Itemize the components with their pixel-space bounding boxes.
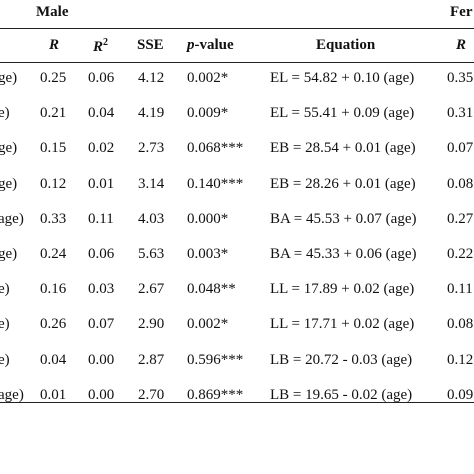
p-value-cell: 0.140***: [187, 176, 244, 192]
r-cell: 0.25: [40, 70, 67, 86]
r-squared-cell: 0.00: [88, 387, 115, 403]
sse-cell: 2.67: [138, 281, 165, 297]
row-label-cell: ge): [0, 246, 18, 262]
group-header-rule: [0, 28, 474, 29]
row-label-cell: ge): [0, 140, 18, 156]
row-label-cell: e): [0, 316, 10, 332]
row-label-cell: e): [0, 281, 10, 297]
r-right-cell: 0.22: [447, 246, 474, 262]
equation-cell: EL = 55.41 + 0.09 (age): [270, 105, 415, 121]
r-squared-cell: 0.03: [88, 281, 115, 297]
p-value-cell: 0.003*: [187, 246, 229, 262]
equation-cell: LL = 17.71 + 0.02 (age): [270, 316, 415, 332]
r-cell: 0.12: [40, 176, 67, 192]
r-squared-cell: 0.04: [88, 105, 115, 121]
r-squared-cell: 0.06: [88, 70, 115, 86]
r-right-cell: 0.35: [447, 70, 474, 86]
r-right-cell: 0.31: [447, 105, 474, 121]
header-r: R: [49, 37, 60, 53]
row-label-cell: ge): [0, 70, 18, 86]
r-right-cell: 0.12: [447, 352, 474, 368]
r-right-cell: 0.09: [447, 387, 474, 403]
row-label-cell: age): [0, 211, 24, 227]
header-r-squared-sup: 2: [103, 37, 109, 48]
equation-cell: EB = 28.54 + 0.01 (age): [270, 140, 416, 156]
r-cell: 0.26: [40, 316, 67, 332]
sse-cell: 4.12: [138, 70, 165, 86]
row-label-cell: e): [0, 105, 10, 121]
row-label-cell: age): [0, 387, 24, 403]
group-header-male: Male: [36, 4, 69, 20]
r-squared-cell: 0.06: [88, 246, 115, 262]
header-r-right: R: [456, 37, 467, 53]
sse-cell: 5.63: [138, 246, 165, 262]
group-header-female: Fer: [450, 4, 473, 20]
p-value-cell: 0.002*: [187, 70, 229, 86]
p-value-cell: 0.009*: [187, 105, 229, 121]
r-cell: 0.15: [40, 140, 67, 156]
equation-cell: BA = 45.33 + 0.06 (age): [270, 246, 417, 262]
r-cell: 0.33: [40, 211, 67, 227]
sse-cell: 2.73: [138, 140, 165, 156]
r-cell: 0.04: [40, 352, 67, 368]
r-squared-cell: 0.02: [88, 140, 115, 156]
row-label-cell: e): [0, 352, 10, 368]
p-value-cell: 0.596***: [187, 352, 244, 368]
p-value-cell: 0.000*: [187, 211, 229, 227]
r-squared-cell: 0.07: [88, 316, 115, 332]
p-value-cell: 0.068***: [187, 140, 244, 156]
r-right-cell: 0.08: [447, 316, 474, 332]
r-right-cell: 0.07: [447, 140, 474, 156]
table-bottom-rule: [0, 402, 474, 403]
r-right-cell: 0.27: [447, 211, 474, 227]
r-squared-cell: 0.01: [88, 176, 115, 192]
header-sse: SSE: [137, 37, 164, 53]
p-value-cell: 0.869***: [187, 387, 244, 403]
column-header-rule: [0, 62, 474, 63]
row-label-cell: ge): [0, 176, 18, 192]
header-p-italic: p: [187, 37, 195, 53]
header-r-squared-base: R: [93, 39, 104, 55]
header-equation: Equation: [316, 37, 376, 53]
equation-cell: EB = 28.26 + 0.01 (age): [270, 176, 416, 192]
r-squared-cell: 0.00: [88, 352, 115, 368]
r-right-cell: 0.08: [447, 176, 474, 192]
equation-cell: BA = 45.53 + 0.07 (age): [270, 211, 417, 227]
sse-cell: 2.70: [138, 387, 165, 403]
r-cell: 0.01: [40, 387, 67, 403]
r-cell: 0.16: [40, 281, 67, 297]
sse-cell: 4.19: [138, 105, 165, 121]
equation-cell: LB = 20.72 - 0.03 (age): [270, 352, 413, 368]
sse-cell: 4.03: [138, 211, 165, 227]
r-right-cell: 0.11: [447, 281, 473, 297]
r-squared-cell: 0.11: [88, 211, 114, 227]
r-cell: 0.24: [40, 246, 67, 262]
r-cell: 0.21: [40, 105, 67, 121]
equation-cell: EL = 54.82 + 0.10 (age): [270, 70, 415, 86]
sse-cell: 2.90: [138, 316, 165, 332]
equation-cell: LL = 17.89 + 0.02 (age): [270, 281, 415, 297]
sse-cell: 3.14: [138, 176, 165, 192]
header-p-rest: -value: [194, 37, 234, 53]
p-value-cell: 0.048**: [187, 281, 236, 297]
header-p-value: p-value: [187, 37, 234, 54]
header-r-squared: R2: [93, 37, 108, 56]
sse-cell: 2.87: [138, 352, 165, 368]
p-value-cell: 0.002*: [187, 316, 229, 332]
equation-cell: LB = 19.65 - 0.02 (age): [270, 387, 413, 403]
